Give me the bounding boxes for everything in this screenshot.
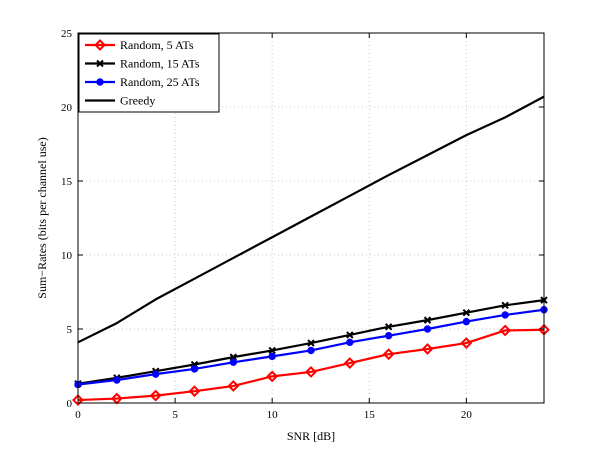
data-point — [384, 323, 393, 331]
grid — [78, 33, 544, 403]
y-axis-label: Sum−Rates (bits per channel use) — [35, 137, 49, 298]
data-point — [227, 380, 240, 392]
legend-marker — [94, 39, 106, 51]
x-tick-label: 15 — [364, 409, 376, 421]
data-point — [268, 346, 276, 355]
plot-frame — [77, 32, 545, 404]
y-tick-label: 5 — [67, 324, 73, 336]
legend-marker — [96, 59, 104, 68]
legend-label: Random, 5 ATs — [120, 38, 194, 52]
x-tick-label: 0 — [75, 409, 81, 421]
data-point — [423, 316, 432, 324]
data-point — [501, 301, 509, 310]
data-point — [501, 311, 509, 319]
y-tick-label: 20 — [61, 102, 73, 114]
y-tick-label: 10 — [61, 250, 73, 262]
data-point — [346, 331, 354, 339]
legend: Random, 5 ATs Random, 15 ATs Random, 25 AT… — [78, 33, 220, 113]
legend-item: Random, 25 ATs — [85, 75, 200, 89]
data-point — [499, 324, 512, 337]
y-tick-label: 25 — [61, 28, 73, 40]
data-point — [151, 370, 160, 378]
data-point — [266, 370, 279, 383]
legend-label: Random, 15 ATs — [120, 57, 200, 71]
data-point — [462, 317, 471, 326]
legend-marker — [96, 78, 104, 86]
y-tick-label: 15 — [61, 176, 73, 188]
ticks: 0 5 10 15 20 0 5 10 15 20 25 — [61, 28, 544, 421]
data-point — [346, 338, 354, 347]
series-line — [77, 95, 545, 344]
x-tick-label: 10 — [267, 409, 279, 421]
data-point — [113, 376, 121, 384]
legend-label: Greedy — [120, 94, 155, 108]
data-point — [307, 339, 315, 347]
data-point — [72, 394, 84, 406]
data-point — [229, 358, 238, 366]
x-tick-label: 20 — [461, 409, 473, 421]
series-line — [77, 328, 545, 402]
data-point — [229, 353, 238, 361]
x-tick-label: 5 — [172, 409, 178, 421]
data-point — [460, 337, 473, 349]
data-point — [307, 346, 315, 355]
data-point — [462, 309, 471, 317]
legend-item: Random, 5 ATs — [85, 38, 194, 52]
data-point — [382, 348, 395, 361]
data-point — [149, 389, 162, 402]
data-point — [188, 385, 201, 398]
data-point — [343, 357, 356, 369]
data-point — [423, 325, 432, 333]
legend-item: Greedy — [85, 94, 155, 108]
series-group — [72, 95, 550, 406]
data-point — [305, 366, 317, 378]
legend-label: Random, 25 ATs — [120, 75, 200, 89]
data-point — [268, 352, 276, 361]
legend-item: Random, 15 ATs — [85, 57, 200, 71]
data-point — [190, 365, 199, 373]
series-4 — [77, 95, 545, 344]
data-point — [384, 331, 393, 340]
y-tick-label: 0 — [67, 398, 73, 410]
data-point — [421, 343, 434, 355]
x-axis-label: SNR [dB] — [287, 429, 335, 443]
